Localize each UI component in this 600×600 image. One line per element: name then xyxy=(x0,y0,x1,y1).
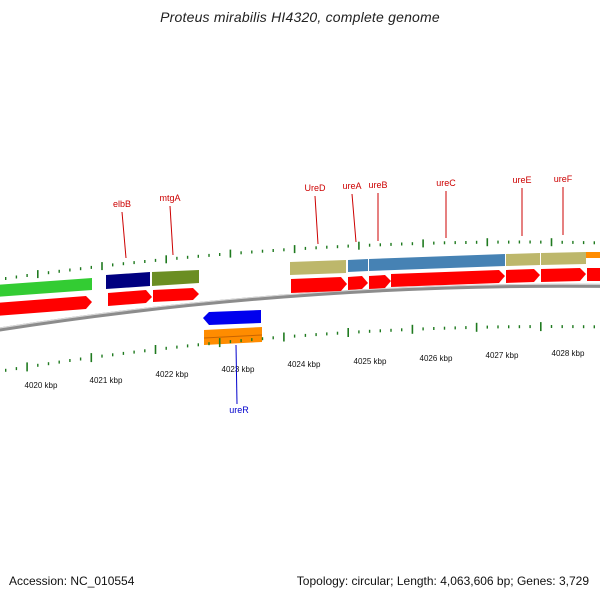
map-title: Proteus mirabilis HI4320, complete genom… xyxy=(160,9,440,25)
gene-leader-line xyxy=(351,193,357,243)
scale-label: 4021 kbp xyxy=(90,376,123,385)
accession-label: Accession: NC_010554 xyxy=(9,574,135,588)
gene-label-ureR: ureR xyxy=(229,405,249,415)
gene-label-ureC: ureC xyxy=(436,178,456,188)
scale-label: 4025 kbp xyxy=(354,357,387,366)
cds-arrow-elbB xyxy=(108,290,152,306)
cds-arrow-ureB xyxy=(369,275,391,289)
gene-label-ureF: ureF xyxy=(554,174,573,184)
gene-leader-line xyxy=(121,211,127,259)
cds-arrow-1 xyxy=(0,296,92,316)
genome-backbone-highlight xyxy=(0,283,600,329)
feature-block-ureR-stripe xyxy=(203,334,263,339)
bottom-tick-row xyxy=(4,322,595,372)
feature-block-ureE xyxy=(506,253,540,266)
cds-arrow-ureE xyxy=(506,269,540,283)
feature-block-elbB xyxy=(106,272,150,289)
gene-label-ureA: ureA xyxy=(342,181,361,191)
feature-block-ureA xyxy=(348,259,368,272)
forward-feature-track xyxy=(0,252,600,297)
feature-block-ureB-ureC xyxy=(369,254,505,271)
feature-block-orange xyxy=(586,252,600,258)
scale-label: 4027 kbp xyxy=(486,351,519,360)
scale-label: 4020 kbp xyxy=(25,381,58,390)
cds-arrow-ureR xyxy=(203,310,261,325)
gene-leader-line xyxy=(235,344,238,405)
scale-label: 4022 kbp xyxy=(156,370,189,379)
gene-leader-line xyxy=(314,195,319,245)
gene-label-ureE: ureE xyxy=(512,175,531,185)
feature-block-green xyxy=(0,278,92,297)
gene-label-elbB: elbB xyxy=(113,199,131,209)
cds-arrow-UreD xyxy=(291,277,347,293)
reverse-feature-track xyxy=(203,310,263,345)
scale-label: 4026 kbp xyxy=(420,354,453,363)
cds-arrow-ureC xyxy=(391,270,505,287)
gene-label-group: elbB mtgA UreD ureA ureB ureC ureE ureF ureR xyxy=(113,174,573,415)
feature-block-UreD xyxy=(290,260,346,275)
scale-label: 4028 kbp xyxy=(552,349,585,358)
forward-cds-track xyxy=(0,268,600,316)
cds-arrow-ureF xyxy=(541,268,586,282)
gene-label-ureB: ureB xyxy=(368,180,387,190)
cds-arrow-ureG xyxy=(587,268,600,281)
top-tick-row xyxy=(4,238,595,280)
cds-arrow-mtgA xyxy=(153,288,199,302)
scale-label: 4024 kbp xyxy=(288,360,321,369)
feature-block-mtgA xyxy=(152,270,199,286)
gene-label-UreD: UreD xyxy=(304,183,326,193)
feature-block-ureF xyxy=(541,252,586,265)
cds-arrow-ureA xyxy=(348,276,368,290)
scale-label-group: 4020 kbp 4021 kbp 4022 kbp 4023 kbp 4024 kbp… xyxy=(25,349,585,390)
genome-backbone xyxy=(0,283,600,332)
gene-leader-line xyxy=(169,205,174,256)
gene-label-mtgA: mtgA xyxy=(159,193,180,203)
scale-label: 4023 kbp xyxy=(222,365,255,374)
genome-summary: Topology: circular; Length: 4,063,606 bp… xyxy=(296,574,589,588)
